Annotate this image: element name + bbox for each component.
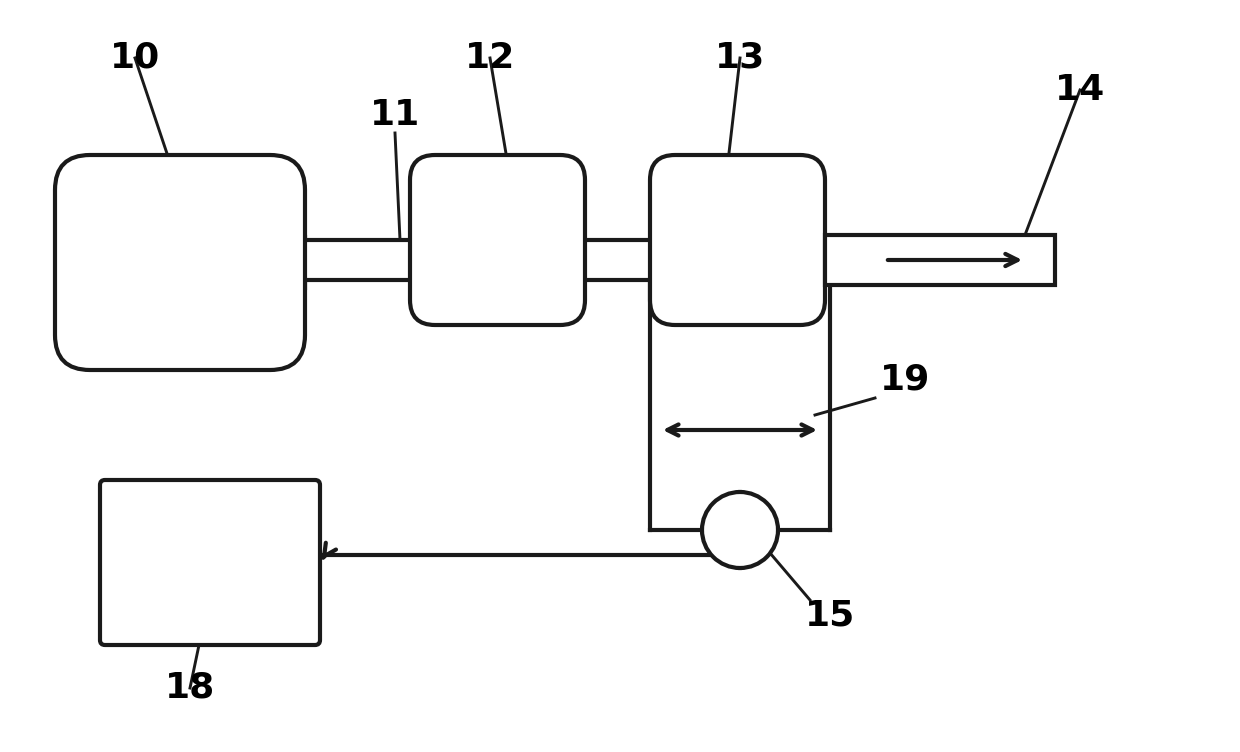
Text: 12: 12: [465, 41, 515, 75]
Text: 18: 18: [165, 671, 215, 705]
Text: 10: 10: [110, 41, 160, 75]
FancyBboxPatch shape: [410, 155, 585, 325]
FancyBboxPatch shape: [100, 480, 320, 645]
Text: 15: 15: [805, 598, 856, 632]
Text: 19: 19: [880, 363, 930, 397]
Circle shape: [702, 492, 777, 568]
Text: 14: 14: [1055, 73, 1105, 107]
Bar: [825, 235, 1055, 285]
FancyBboxPatch shape: [55, 155, 305, 370]
Text: 13: 13: [715, 41, 765, 75]
FancyBboxPatch shape: [650, 155, 825, 325]
Text: 11: 11: [370, 98, 420, 132]
